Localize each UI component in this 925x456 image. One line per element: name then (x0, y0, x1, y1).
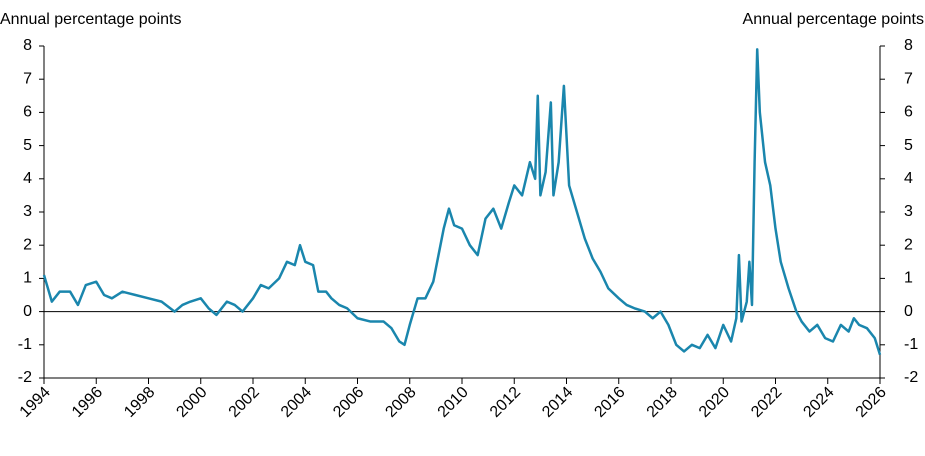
x-tick-label: 2020 (696, 384, 733, 421)
x-tick-label: 2006 (330, 384, 367, 421)
y2-tick-label: -1 (904, 336, 918, 353)
y-tick-label: 6 (23, 104, 32, 121)
x-tick-label: 1998 (121, 384, 158, 421)
y2-tick-label: 4 (904, 170, 913, 187)
y-tick-label: 2 (23, 236, 32, 253)
y2-tick-label: -2 (904, 369, 918, 386)
y-tick-label: -1 (18, 336, 32, 353)
x-tick-label: 1994 (17, 384, 54, 421)
y-tick-label: -2 (18, 369, 32, 386)
x-tick-label: 2012 (487, 384, 524, 421)
y-tick-label: 0 (23, 303, 32, 320)
y-tick-label: 5 (23, 137, 32, 154)
x-tick-label: 2022 (748, 384, 785, 421)
x-tick-label: 2008 (382, 384, 419, 421)
y2-tick-label: 6 (904, 104, 913, 121)
y2-tick-label: 7 (904, 70, 913, 87)
y-tick-label: 8 (23, 37, 32, 54)
x-tick-label: 2024 (800, 384, 837, 421)
y2-tick-label: 0 (904, 303, 913, 320)
y-tick-label: 3 (23, 203, 32, 220)
x-tick-label: 2026 (853, 384, 890, 421)
x-tick-label: 2000 (173, 384, 210, 421)
x-tick-label: 2004 (278, 384, 315, 421)
y-tick-label: 7 (23, 70, 32, 87)
y-axis-label: Annual percentage points (0, 11, 181, 28)
x-tick-label: 2018 (644, 384, 681, 421)
x-tick-label: 2002 (226, 384, 263, 421)
y2-tick-label: 8 (904, 37, 913, 54)
y2-tick-label: 5 (904, 137, 913, 154)
y2-tick-label: 1 (904, 270, 913, 287)
y2-axis-label: Annual percentage points (743, 11, 924, 28)
x-tick-label: 2016 (591, 384, 628, 421)
y-tick-label: 1 (23, 270, 32, 287)
y2-tick-label: 3 (904, 203, 913, 220)
x-tick-label: 2014 (539, 384, 576, 421)
x-tick-label: 1996 (69, 384, 106, 421)
x-tick-label: 2010 (435, 384, 472, 421)
y-tick-label: 4 (23, 170, 32, 187)
line-series (42, 48, 882, 356)
y2-tick-label: 2 (904, 236, 913, 253)
